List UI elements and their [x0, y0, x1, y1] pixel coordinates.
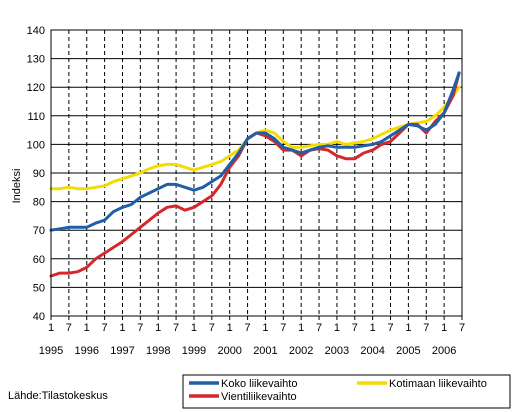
y-tick-label: 120 — [27, 82, 45, 94]
x-tick-label: 1 — [155, 322, 161, 334]
x-tick-label: 7 — [102, 322, 108, 334]
x-tick-label: 7 — [459, 322, 465, 334]
y-tick-label: 60 — [33, 254, 45, 266]
grid — [51, 29, 462, 317]
x-tick-label: 1 — [334, 322, 340, 334]
y-tick-label: 50 — [33, 282, 45, 294]
y-tick-label: 140 — [27, 25, 45, 37]
y-tick-label: 110 — [27, 111, 45, 123]
x-year-label: 1997 — [110, 345, 134, 357]
x-tick-label: 1 — [370, 322, 376, 334]
y-axis-label: Indeksi — [11, 169, 23, 204]
x-tick-label: 1 — [441, 322, 447, 334]
x-tick-label: 7 — [137, 322, 143, 334]
x-tick-label: 7 — [209, 322, 215, 334]
x-year-label: 2005 — [396, 345, 420, 357]
series-line-koko-liikevaihto — [49, 71, 461, 232]
legend-box — [182, 374, 511, 409]
x-tick-label: 7 — [352, 322, 358, 334]
x-year-label: 1999 — [182, 345, 206, 357]
legend-label-vienti: Vientiliikevaihto — [221, 391, 297, 403]
x-tick-label: 1 — [298, 322, 304, 334]
y-tick-label: 80 — [33, 197, 45, 209]
x-tick-label: 1 — [191, 322, 197, 334]
x-tick-label: 7 — [66, 322, 72, 334]
source-label: Lähde:Tilastokeskus — [8, 390, 108, 402]
legend: Koko liikevaihto Kotimaan liikevaihto Vi… — [182, 374, 511, 409]
x-year-label: 1996 — [74, 345, 98, 357]
legend-label-kotimaan: Kotimaan liikevaihto — [389, 378, 487, 390]
x-year-label: 2002 — [289, 345, 313, 357]
x-year-label: 2003 — [325, 345, 349, 357]
x-tick-label: 1 — [405, 322, 411, 334]
x-tick-label: 1 — [262, 322, 268, 334]
x-year-label: 2004 — [360, 345, 384, 357]
x-year-label: 2006 — [432, 345, 456, 357]
legend-label-koko: Koko liikevaihto — [221, 378, 297, 390]
x-tick-label: 7 — [173, 322, 179, 334]
x-year-label: 2000 — [217, 345, 241, 357]
x-tick-label: 7 — [387, 322, 393, 334]
x-tick-label: 1 — [227, 322, 233, 334]
x-tick-label: 7 — [245, 322, 251, 334]
plot-border — [50, 29, 463, 317]
y-tick-label: 40 — [33, 311, 45, 323]
x-year-label: 2001 — [253, 345, 277, 357]
x-tick-label: 7 — [316, 322, 322, 334]
x-tick-label: 1 — [84, 322, 90, 334]
y-tick-label: 90 — [33, 168, 45, 180]
y-tick-label: 100 — [27, 139, 45, 151]
x-year-label: 1998 — [146, 345, 170, 357]
x-tick-label: 7 — [423, 322, 429, 334]
series-lines — [49, 71, 461, 278]
y-tick-label: 130 — [27, 54, 45, 66]
x-tick-label: 1 — [48, 322, 54, 334]
x-year-label: 1995 — [39, 345, 63, 357]
x-tick-label: 1 — [119, 322, 125, 334]
x-tick-label: 7 — [280, 322, 286, 334]
y-tick-label: 70 — [33, 225, 45, 237]
